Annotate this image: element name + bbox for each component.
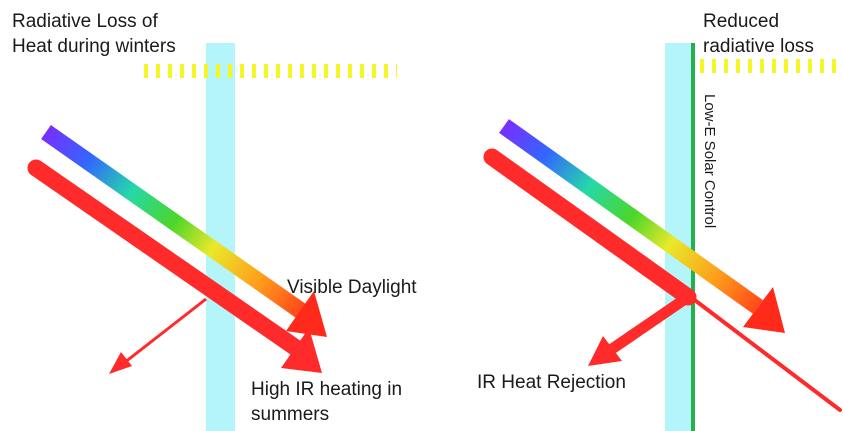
left-ir-ray [27, 159, 322, 373]
low-e-coating-label: Low-E Solar Control [701, 94, 718, 229]
right-visible-daylight-ray [499, 119, 785, 333]
left-ir-reflection-arrow [109, 297, 207, 374]
high-ir-heating-label: High IR heating in summers [251, 379, 403, 425]
left-visible-daylight-ray [41, 125, 327, 337]
right-ir-ray [483, 148, 842, 412]
visible-daylight-label: Visible Daylight [287, 277, 417, 298]
radiative-loss-label: Radiative Loss of Heat during winters [12, 11, 176, 57]
right-ir-rejection-arrow [588, 292, 692, 366]
low-e-coating [691, 43, 695, 431]
left-glass-pane [206, 43, 235, 431]
ir-heat-rejection-label: IR Heat Rejection [477, 372, 626, 393]
reduced-radiative-loss-label: Reduced radiative loss [703, 11, 814, 57]
